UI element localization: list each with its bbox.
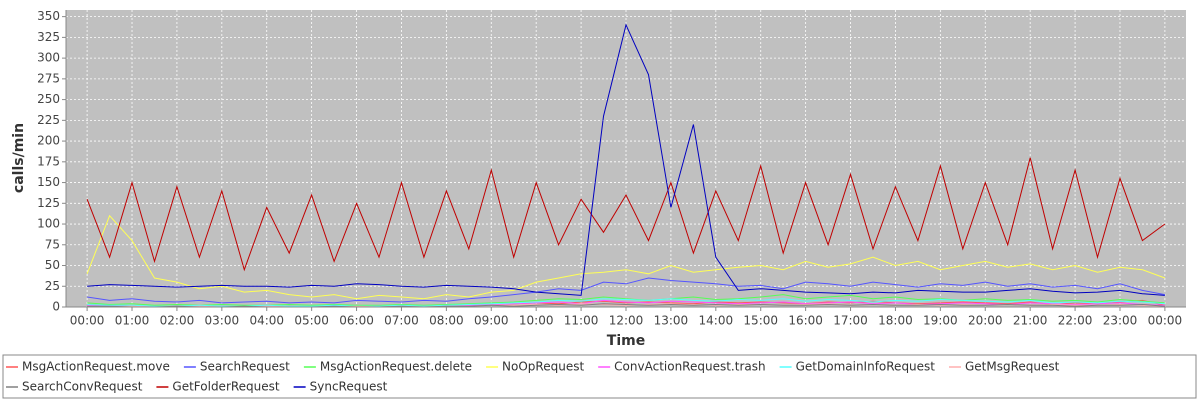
x-tick-label: 08:00 — [429, 314, 464, 328]
series-line — [86, 214, 1166, 300]
x-tick-label: 20:00 — [968, 314, 1003, 328]
legend-label: MsgActionRequest.delete — [320, 360, 472, 374]
x-tick-label: 18:00 — [878, 314, 913, 328]
y-tick-label: 50 — [45, 258, 60, 272]
y-tick-label: 175 — [37, 154, 60, 168]
x-tick-label: 23:00 — [1103, 314, 1138, 328]
x-tick-label: 22:00 — [1058, 314, 1093, 328]
lines — [86, 23, 1166, 308]
legend-label: SearchRequest — [200, 360, 290, 374]
legend-item: SearchRequest — [183, 360, 290, 374]
y-axis-label: calls/min — [11, 123, 27, 193]
y-tick-label: 0 — [52, 300, 60, 314]
y-tick-label: 350 — [37, 9, 60, 23]
legend: MsgActionRequest.move SearchRequest MsgAct… — [6, 360, 1060, 394]
x-tick-label: 05:00 — [294, 314, 329, 328]
x-tick-label: 07:00 — [384, 314, 419, 328]
x-tick-label: 19:00 — [923, 314, 958, 328]
legend-label: ConvActionRequest.trash — [614, 360, 765, 374]
legend-item: NoOpRequest — [486, 360, 584, 374]
ticks: 0 25 50 75 100 125 150 175 200 225 250 275 300 325 350… — [37, 9, 1182, 327]
legend-item: SyncRequest — [293, 380, 388, 394]
x-tick-label: 21:00 — [1013, 314, 1048, 328]
y-tick-label: 275 — [37, 71, 60, 85]
x-tick-label: 11:00 — [564, 314, 599, 328]
y-tick-label: 100 — [37, 217, 60, 231]
legend-item: SearchConvRequest — [6, 380, 143, 394]
legend-label: NoOpRequest — [502, 360, 584, 374]
y-tick-label: 25 — [45, 279, 60, 293]
x-tick-label: 12:00 — [609, 314, 644, 328]
x-tick-label: 03:00 — [205, 314, 240, 328]
y-tick-label: 325 — [37, 30, 60, 44]
y-tick-label: 150 — [37, 175, 60, 189]
legend-item: ConvActionRequest.trash — [598, 360, 766, 374]
y-tick-label: 200 — [37, 134, 60, 148]
x-tick-label: 16:00 — [788, 314, 823, 328]
series-line — [87, 23, 1165, 296]
series-line — [87, 277, 1165, 304]
series-line — [87, 298, 1165, 307]
legend-item: GetDomainInfoRequest — [779, 360, 936, 374]
legend-label: MsgActionRequest.move — [22, 360, 170, 374]
series-line — [86, 157, 1166, 272]
x-axis-label: Time — [607, 333, 645, 349]
x-tick-label: 13:00 — [654, 314, 689, 328]
y-tick-label: 75 — [45, 237, 60, 251]
x-tick-label: 02:00 — [160, 314, 195, 328]
legend-item: GetMsgRequest — [949, 360, 1060, 374]
x-tick-label: 00:00 — [70, 314, 105, 328]
legend-item: MsgActionRequest.move — [6, 360, 170, 374]
x-tick-label: 04:00 — [249, 314, 284, 328]
grid — [66, 10, 1186, 308]
legend-box — [2, 354, 1197, 399]
x-tick-label: 15:00 — [743, 314, 778, 328]
x-tick-label: 10:00 — [519, 314, 554, 328]
y-tick-label: 125 — [37, 196, 60, 210]
legend-item: MsgActionRequest.delete — [303, 360, 472, 374]
x-tick-label: 06:00 — [339, 314, 374, 328]
x-tick-label: 17:00 — [833, 314, 868, 328]
y-tick-label: 300 — [37, 51, 60, 65]
legend-label: SyncRequest — [310, 380, 388, 394]
legend-label: GetMsgRequest — [965, 360, 1060, 374]
x-tick-label: 01:00 — [115, 314, 150, 328]
legend-item: GetFolderRequest — [156, 380, 280, 394]
y-tick-label: 225 — [37, 113, 60, 127]
x-tick-label: 00:00 — [1148, 314, 1183, 328]
legend-label: GetDomainInfoRequest — [796, 360, 936, 374]
y-tick-label: 250 — [37, 92, 60, 106]
x-tick-label: 09:00 — [474, 314, 509, 328]
legend-label: SearchConvRequest — [22, 380, 143, 394]
x-tick-label: 14:00 — [699, 314, 734, 328]
legend-label: GetFolderRequest — [172, 380, 280, 394]
